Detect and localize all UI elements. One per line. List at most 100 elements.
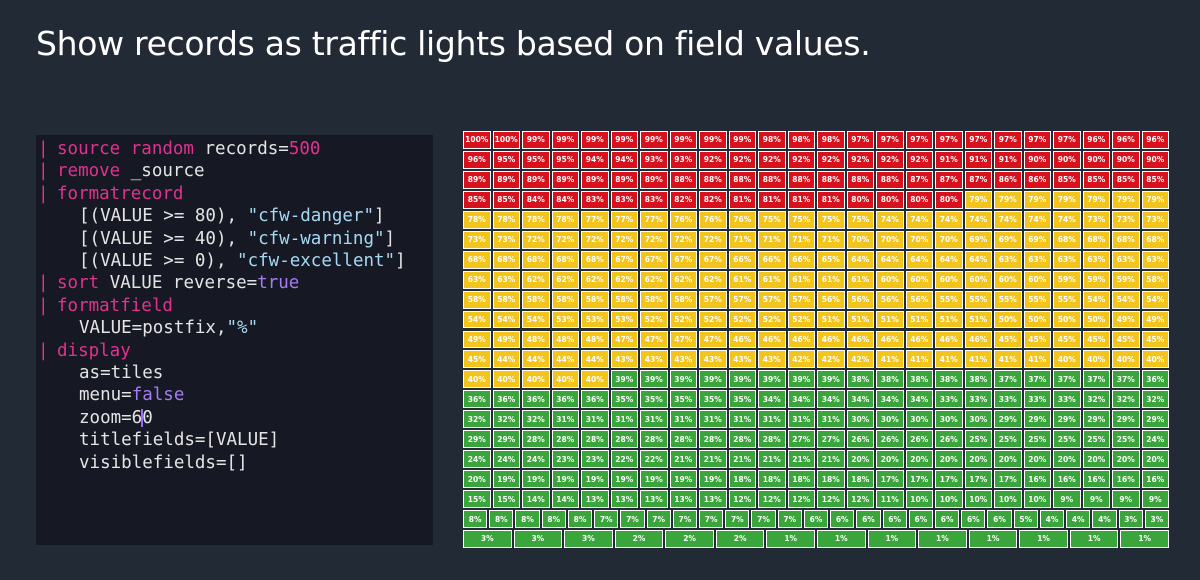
code-editor[interactable]: | source random records=500 | remove _sourc… (36, 135, 433, 545)
record-tile[interactable]: 13% (699, 490, 727, 509)
record-tile[interactable]: 57% (758, 290, 786, 309)
record-tile[interactable]: 67% (669, 250, 697, 269)
record-tile[interactable]: 44% (551, 350, 579, 369)
record-tile[interactable]: 63% (1053, 250, 1081, 269)
record-tile[interactable]: 81% (817, 190, 845, 209)
record-tile[interactable]: 68% (522, 250, 550, 269)
record-tile[interactable]: 91% (964, 150, 992, 169)
record-tile[interactable]: 70% (846, 230, 874, 249)
record-tile[interactable]: 2% (665, 530, 714, 548)
record-tile[interactable]: 30% (876, 410, 904, 429)
record-tile[interactable]: 34% (758, 390, 786, 409)
record-tile[interactable]: 84% (522, 190, 550, 209)
record-tile[interactable]: 28% (581, 430, 609, 449)
record-tile[interactable]: 7% (725, 510, 750, 528)
record-tile[interactable]: 40% (581, 370, 609, 389)
record-tile[interactable]: 92% (758, 150, 786, 169)
record-tile[interactable]: 39% (640, 370, 668, 389)
record-tile[interactable]: 28% (758, 430, 786, 449)
record-tile[interactable]: 4% (1066, 510, 1091, 528)
record-tile[interactable]: 44% (581, 350, 609, 369)
record-tile[interactable]: 97% (846, 131, 874, 149)
record-tile[interactable]: 82% (699, 190, 727, 209)
record-tile[interactable]: 48% (551, 330, 579, 349)
record-tile[interactable]: 40% (1141, 350, 1169, 369)
record-tile[interactable]: 16% (1023, 470, 1051, 489)
record-tile[interactable]: 19% (699, 470, 727, 489)
record-tile[interactable]: 83% (610, 190, 638, 209)
record-tile[interactable]: 42% (817, 350, 845, 369)
record-tile[interactable]: 66% (728, 250, 756, 269)
record-tile[interactable]: 97% (935, 131, 963, 149)
record-tile[interactable]: 40% (463, 370, 491, 389)
record-tile[interactable]: 56% (817, 290, 845, 309)
record-tile[interactable]: 62% (581, 270, 609, 289)
record-tile[interactable]: 72% (551, 230, 579, 249)
record-tile[interactable]: 79% (1053, 190, 1081, 209)
record-tile[interactable]: 50% (1053, 310, 1081, 329)
record-tile[interactable]: 14% (551, 490, 579, 509)
record-tile[interactable]: 86% (994, 170, 1022, 189)
record-tile[interactable]: 97% (964, 131, 992, 149)
record-tile[interactable]: 94% (610, 150, 638, 169)
record-tile[interactable]: 78% (551, 210, 579, 229)
record-tile[interactable]: 81% (787, 190, 815, 209)
record-tile[interactable]: 25% (994, 430, 1022, 449)
record-tile[interactable]: 92% (846, 150, 874, 169)
record-tile[interactable]: 6% (856, 510, 881, 528)
record-tile[interactable]: 66% (787, 250, 815, 269)
record-tile[interactable]: 54% (492, 310, 520, 329)
record-tile[interactable]: 6% (987, 510, 1012, 528)
record-tile[interactable]: 58% (522, 290, 550, 309)
record-tile[interactable]: 47% (610, 330, 638, 349)
record-tile[interactable]: 99% (610, 131, 638, 149)
record-tile[interactable]: 16% (1141, 470, 1169, 489)
record-tile[interactable]: 83% (640, 190, 668, 209)
record-tile[interactable]: 4% (1039, 510, 1065, 528)
record-tile[interactable]: 99% (640, 131, 668, 149)
record-tile[interactable]: 85% (1141, 170, 1169, 189)
record-tile[interactable]: 54% (522, 310, 550, 329)
record-tile[interactable]: 8% (489, 510, 514, 528)
record-tile[interactable]: 9% (1053, 490, 1081, 509)
record-tile[interactable]: 73% (492, 230, 520, 249)
record-tile[interactable]: 78% (463, 210, 491, 229)
record-tile[interactable]: 17% (935, 470, 963, 489)
record-tile[interactable]: 51% (905, 310, 933, 329)
record-tile[interactable]: 37% (994, 370, 1022, 389)
record-tile[interactable]: 2% (614, 530, 664, 548)
record-tile[interactable]: 54% (463, 310, 491, 329)
record-tile[interactable]: 55% (964, 290, 992, 309)
record-tile[interactable]: 21% (817, 450, 845, 469)
record-tile[interactable]: 32% (492, 410, 520, 429)
record-tile[interactable]: 6% (882, 510, 907, 528)
record-tile[interactable]: 2% (715, 530, 765, 548)
record-tile[interactable]: 89% (581, 170, 609, 189)
record-tile[interactable]: 88% (728, 170, 756, 189)
record-tile[interactable]: 88% (758, 170, 786, 189)
record-tile[interactable]: 32% (522, 410, 550, 429)
record-tile[interactable]: 20% (846, 450, 874, 469)
record-tile[interactable]: 34% (876, 390, 904, 409)
record-tile[interactable]: 38% (876, 370, 904, 389)
record-tile[interactable]: 23% (551, 450, 579, 469)
record-tile[interactable]: 20% (1023, 450, 1051, 469)
record-tile[interactable]: 8% (463, 510, 488, 528)
record-tile[interactable]: 39% (787, 370, 815, 389)
record-tile[interactable]: 91% (935, 150, 963, 169)
record-tile[interactable]: 59% (1082, 270, 1110, 289)
record-tile[interactable]: 35% (640, 390, 668, 409)
record-tile[interactable]: 60% (994, 270, 1022, 289)
record-tile[interactable]: 52% (699, 310, 727, 329)
record-tile[interactable]: 24% (522, 450, 550, 469)
record-tile[interactable]: 44% (522, 350, 550, 369)
record-tile[interactable]: 79% (994, 190, 1022, 209)
record-tile[interactable]: 83% (581, 190, 609, 209)
record-tile[interactable]: 45% (463, 350, 491, 369)
record-tile[interactable]: 8% (515, 510, 540, 528)
record-tile[interactable]: 60% (876, 270, 904, 289)
record-tile[interactable]: 92% (699, 150, 727, 169)
record-tile[interactable]: 43% (669, 350, 697, 369)
record-tile[interactable]: 55% (1023, 290, 1051, 309)
record-tile[interactable]: 99% (699, 131, 727, 149)
